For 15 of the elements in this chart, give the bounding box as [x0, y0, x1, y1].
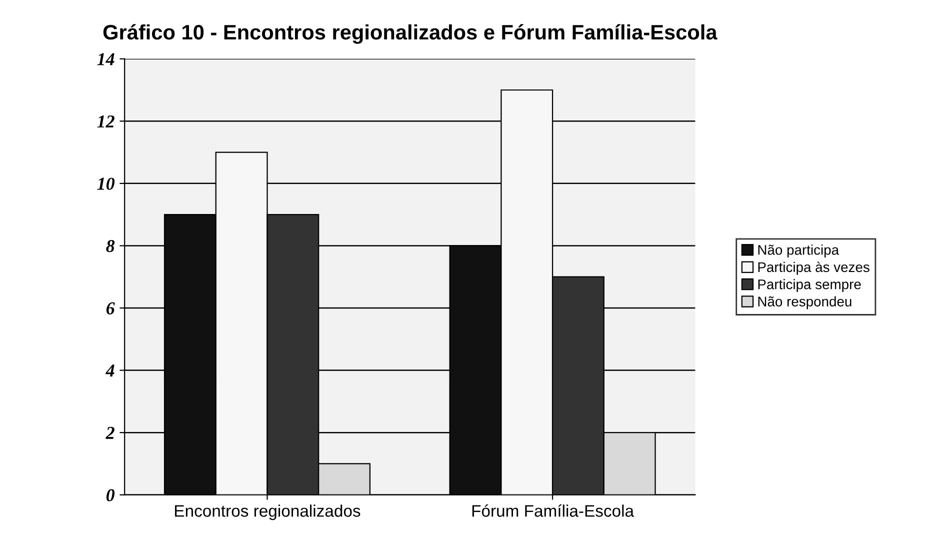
legend-label: Não respondeu — [758, 296, 852, 310]
y-tick-label: 14 — [97, 53, 114, 66]
y-tick-label: 6 — [106, 302, 115, 314]
legend-label: Participa sempre — [758, 279, 861, 292]
y-tick-label: 0 — [106, 489, 115, 502]
y-tick-label: 10 — [97, 178, 115, 190]
y-tick-label: 12 — [97, 115, 114, 128]
legend-label: Participa às vezes — [758, 262, 870, 275]
x-tick-label: Encontros regionalizados — [175, 504, 360, 520]
y-tick-label: 4 — [106, 364, 114, 377]
x-tick-label: Fórum Família-Escola — [472, 504, 634, 517]
y-tick-label: 2 — [106, 426, 114, 439]
y-tick-label: 8 — [106, 240, 115, 252]
legend-label: Não participa — [758, 244, 840, 258]
chart-title: Gráfico 10 - Encontros regionalizados e Fórum Família-Escola — [103, 24, 718, 44]
